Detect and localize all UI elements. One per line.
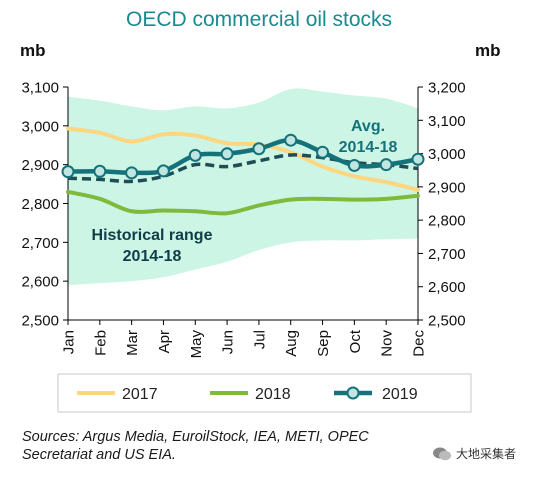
- series-point-2019: [125, 166, 139, 180]
- y-tick-label-right: 2,800: [428, 213, 466, 230]
- historical-range-years-label: 2014-18: [123, 248, 182, 265]
- series-point-2019: [316, 145, 330, 159]
- average-years-label: 2014-18: [339, 139, 398, 156]
- x-tick-label: May: [188, 330, 205, 359]
- y-tick-label-right: 3,000: [428, 146, 466, 163]
- series-line-2018: [66, 189, 420, 216]
- watermark: 大地采集者: [432, 445, 516, 462]
- axes-layer: 2,500 2,600 2,700 2,800 2,900 3,000 3,100 2,500…: [20, 41, 501, 358]
- x-tick-label: Apr: [156, 330, 173, 353]
- x-tick-label: Jul: [251, 330, 268, 349]
- y-tick-label-right: 2,900: [428, 179, 466, 196]
- series-point-2019: [347, 158, 361, 172]
- series-point-2019: [93, 164, 107, 178]
- series-point-2019: [188, 148, 202, 162]
- series-line-2017: [66, 126, 420, 192]
- watermark-text: 大地采集者: [456, 447, 517, 461]
- y-tick-label-left: 3,000: [21, 118, 59, 135]
- sources-line-2: Secretariat and US EIA.: [22, 447, 176, 463]
- series-point-2019: [156, 164, 170, 178]
- y-axis-label-left: mb: [20, 41, 46, 60]
- series-point-2019: [252, 142, 266, 156]
- y-tick-label-left: 2,600: [21, 274, 59, 291]
- legend-marker-2019: [346, 386, 360, 400]
- sources-line-1: Sources: Argus Media, EuroilStock, IEA, …: [22, 429, 369, 445]
- series-point-2019: [379, 158, 393, 172]
- x-tick-label: Dec: [411, 330, 428, 357]
- y-tick-label-right: 2,700: [428, 246, 466, 263]
- x-tick-label: Aug: [283, 330, 300, 357]
- series-layer: [61, 126, 425, 216]
- legend-label-2017: 2017: [122, 386, 158, 403]
- series-point-2019: [220, 147, 234, 161]
- y-tick-label-left: 2,700: [21, 235, 59, 252]
- x-tick-label: Sep: [315, 330, 332, 357]
- x-tick-label: Jun: [220, 330, 237, 354]
- x-tick-label: Oct: [347, 329, 364, 353]
- series-point-2019: [411, 152, 425, 166]
- series-point-2019: [284, 133, 298, 147]
- series-point-2019: [61, 165, 75, 179]
- y-tick-label-left: 2,500: [21, 313, 59, 330]
- x-tick-label: Nov: [379, 330, 396, 357]
- wechat-icon: [433, 447, 451, 460]
- chart-text-layer: Historical range 2014-18 Avg. 2014-18: [92, 118, 398, 265]
- x-tick-label: Mar: [124, 330, 141, 356]
- legend-label-2019: 2019: [382, 386, 418, 403]
- y-tick-label-left: 3,100: [21, 80, 59, 97]
- legend: 2017 2018 2019: [57, 373, 472, 413]
- sources-note: Sources: Argus Media, EuroilStock, IEA, …: [22, 428, 422, 464]
- y-tick-label-right: 2,500: [428, 313, 466, 330]
- y-tick-label-right: 3,100: [428, 113, 466, 130]
- x-tick-label: Feb: [92, 330, 109, 356]
- chart-title: OECD commercial oil stocks: [126, 8, 393, 31]
- x-tick-label: Jan: [61, 330, 78, 354]
- y-tick-label-left: 2,800: [21, 196, 59, 213]
- y-tick-label-right: 2,600: [428, 279, 466, 296]
- average-label: Avg.: [351, 118, 385, 135]
- legend-label-2018: 2018: [255, 386, 291, 403]
- historical-range-label: Historical range: [92, 227, 213, 244]
- y-tick-label-right: 3,200: [428, 80, 466, 97]
- y-axis-label-right: mb: [475, 41, 501, 60]
- legend-box: [57, 373, 472, 413]
- average-line: [67, 153, 419, 184]
- y-tick-label-left: 2,900: [21, 157, 59, 174]
